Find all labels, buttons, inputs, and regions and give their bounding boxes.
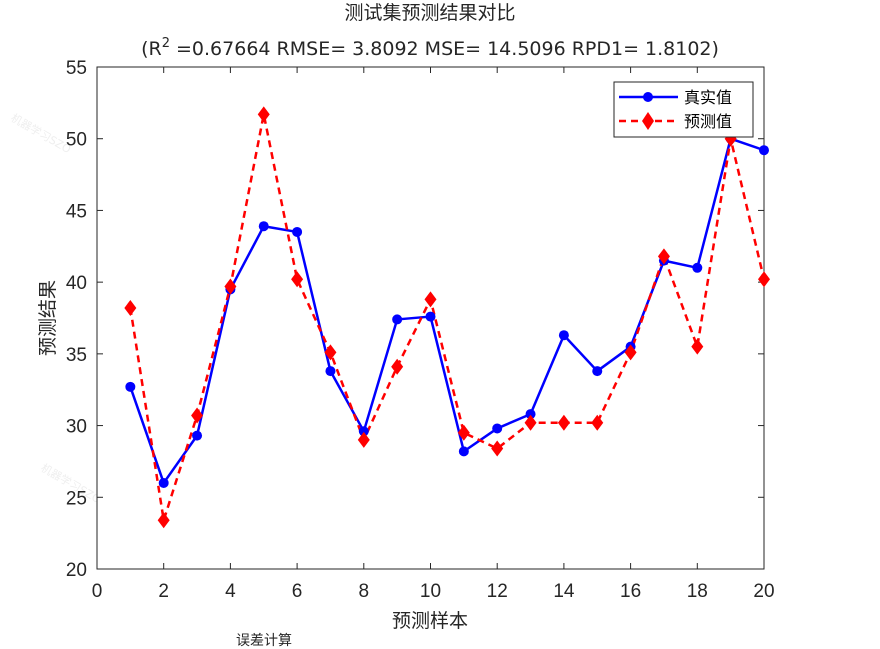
series-1-point [125,381,136,392]
subtitle-suffix: =0.67664 RMSE= 3.8092 MSE= 14.5096 RPD1=… [170,38,719,60]
series-1-point [492,423,503,434]
series-2-point [424,291,437,308]
series-2-point [124,299,137,316]
series-2-point [624,344,637,361]
series-1-point [759,145,769,156]
series-1-point [525,409,536,420]
series-1-point [458,446,469,457]
series-1-point [358,426,369,437]
series-1-point [325,366,336,377]
chart-title: 测试集预测结果对比 [344,2,515,24]
x-tick-label: 16 [620,581,641,602]
series-2-point [391,358,404,375]
series-2-point [157,512,170,529]
series-1-point [425,311,436,322]
series-line-2 [129,113,766,522]
series-2-point [691,338,704,355]
series-2-point [524,414,537,431]
series-2-point [591,414,604,431]
y-tick-label: 20 [66,560,87,581]
series-2-point [557,414,570,431]
subtitle-prefix: (R [141,38,162,60]
x-tick-label: 10 [420,581,441,602]
series-2-point [291,271,304,288]
y-tick-label: 30 [66,417,87,438]
x-tick-label: 20 [753,581,774,602]
x-tick-label: 6 [292,581,303,602]
stray-caption: 误差计算 [236,633,292,649]
legend: 真实值 预测值 [613,81,754,138]
series-2-point [191,407,204,424]
axis-ticks: 0 2 4 6 8 10 12 14 16 18 20 20 25 30 35 40 45 50 55 [66,58,775,602]
chart-subtitle: (R2 =0.67664 RMSE= 3.8092 MSE= 14.5096 R… [141,36,719,60]
x-axis-label: 预测样本 [392,610,468,632]
legend-label-series-2: 预测值 [684,112,732,131]
series-1-point [558,330,569,341]
series-2-point [758,271,770,288]
series-2-point [324,344,337,361]
x-tick-label: 4 [225,581,236,602]
legend-marker-series-2 [642,112,654,130]
legend-marker-series-1 [643,92,653,102]
series-1-point [258,221,269,232]
x-tick-label: 18 [687,581,708,602]
y-tick-label: 25 [66,488,87,509]
watermark-text: 机器学习SZO [9,110,74,156]
legend-box [613,81,754,138]
series-2-point [357,431,370,448]
y-tick-label: 35 [66,345,87,366]
series-1-point [592,366,603,377]
series-1-point [192,430,203,441]
y-tick-label: 40 [66,273,87,294]
y-tick-label: 50 [66,130,87,151]
series-2-point [491,440,504,457]
legend-label-series-1: 真实值 [684,88,732,107]
series-1-point [158,477,169,488]
series-2-point [224,278,237,295]
x-tick-label: 14 [553,581,575,602]
y-tick-label: 55 [66,58,87,79]
y-axis-label: 预测结果 [37,280,59,356]
series-2-point [257,106,270,123]
subtitle-superscript: 2 [162,36,170,51]
series-2-point [657,248,670,265]
series-1-point [692,262,703,273]
x-tick-label: 0 [92,581,103,602]
series-1-point [392,314,403,325]
y-tick-label: 45 [66,201,87,222]
x-tick-label: 12 [487,581,508,602]
x-tick-label: 2 [158,581,169,602]
series-2-point [457,424,470,441]
x-tick-label: 8 [359,581,370,602]
series-1-point [292,226,303,237]
series-layer [124,106,770,529]
